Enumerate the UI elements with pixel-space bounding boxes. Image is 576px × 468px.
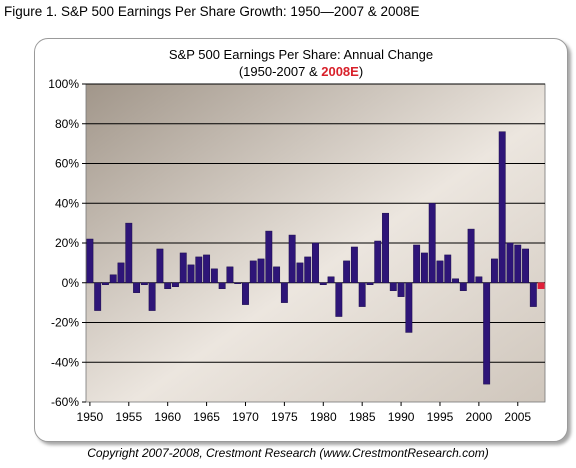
bar-1955 — [125, 222, 133, 283]
chart-title: S&P 500 Earnings Per Share: Annual Chang… — [169, 47, 433, 62]
x-tick-label: 1950 — [77, 410, 104, 424]
bar-2006 — [522, 248, 529, 283]
bar-1993 — [420, 252, 428, 283]
bar-1990 — [397, 282, 405, 297]
bar-1957 — [140, 282, 148, 285]
bar-1983 — [343, 260, 351, 283]
bar-1994 — [428, 203, 436, 283]
chart-subtitle: (1950-2007 & 2008E) — [239, 64, 363, 79]
bar-1963 — [187, 264, 195, 284]
y-tick-label: 100% — [48, 77, 79, 91]
bar-1989 — [389, 282, 397, 291]
bar-1950 — [86, 238, 94, 283]
figure-title: Figure 1. S&P 500 Earnings Per Share Gro… — [4, 4, 420, 19]
bar-2005 — [514, 244, 522, 284]
x-tick-label: 1985 — [349, 410, 376, 424]
x-tick-label: 1980 — [310, 410, 337, 424]
x-tick-label: 1990 — [388, 410, 415, 424]
bar-1982 — [335, 282, 343, 317]
bar-1970 — [242, 282, 249, 305]
bar-1966 — [210, 268, 218, 283]
bar-1998 — [459, 282, 467, 291]
bar-1951 — [94, 282, 102, 311]
subtitle-suffix: ) — [359, 64, 363, 79]
bar-1981 — [327, 276, 335, 284]
bar-2003 — [498, 131, 506, 283]
bar-1959 — [156, 248, 164, 283]
y-tick-label: -60% — [51, 395, 79, 409]
x-tick-label: 1965 — [193, 410, 220, 424]
bar-1986 — [366, 282, 374, 285]
bar-2007 — [529, 282, 537, 307]
bar-1954 — [117, 262, 125, 283]
bar-1969 — [234, 282, 242, 284]
bar-1980 — [319, 282, 327, 285]
x-tick-label: 1995 — [427, 410, 454, 424]
y-tick-label: 20% — [55, 236, 79, 250]
bar-1978 — [304, 256, 312, 284]
bar-1973 — [265, 230, 273, 283]
bar-2001 — [483, 282, 491, 385]
bar-2000 — [475, 276, 483, 284]
bar-1958 — [148, 282, 156, 311]
bar-estimate-2008 — [537, 282, 545, 289]
bar-1972 — [257, 258, 265, 283]
x-tick-label: 1970 — [232, 410, 259, 424]
bar-1956 — [133, 282, 141, 293]
x-tick-label: 2005 — [504, 410, 531, 424]
bar-1962 — [179, 252, 187, 283]
copyright-note: Copyright 2007-2008, Crestmont Research … — [87, 446, 489, 460]
x-tick-label: 1960 — [154, 410, 181, 424]
y-tick-label: 60% — [55, 157, 79, 171]
bar-1971 — [249, 260, 257, 283]
x-tick-label: 1955 — [115, 410, 142, 424]
bar-1953 — [109, 274, 117, 284]
bar-1961 — [172, 282, 179, 287]
bar-1991 — [405, 282, 413, 333]
y-tick-label: -40% — [51, 355, 79, 369]
bar-1984 — [350, 246, 358, 284]
bar-1987 — [374, 240, 382, 283]
bar-1967 — [218, 282, 226, 289]
chart-frame: -60% -40% -20% 0% 20% 40% 60% 80% 100% 1950 1955 1… — [34, 38, 568, 442]
bar-1979 — [312, 242, 319, 283]
y-tick-label: 80% — [55, 117, 79, 131]
bar-2004 — [506, 242, 514, 283]
bar-1968 — [226, 266, 234, 284]
bar-1960 — [164, 282, 172, 289]
bar-2002 — [490, 258, 498, 283]
bar-1974 — [273, 266, 281, 284]
bar-1965 — [203, 254, 211, 284]
y-tick-label: -20% — [51, 316, 79, 330]
subtitle-estimate: 2008E — [321, 64, 359, 79]
eps-growth-chart: -60% -40% -20% 0% 20% 40% 60% 80% 100% 1950 1955 1… — [48, 47, 546, 424]
bar-1996 — [444, 254, 452, 284]
bar-1988 — [382, 212, 389, 283]
x-tick-label: 2000 — [466, 410, 493, 424]
subtitle-prefix: (1950-2007 & — [239, 64, 321, 79]
bar-1995 — [436, 260, 444, 283]
bar-1999 — [467, 228, 475, 283]
y-tick-label: 0% — [62, 276, 80, 290]
bar-1985 — [358, 282, 366, 307]
bar-1964 — [195, 256, 203, 284]
bar-1975 — [280, 282, 288, 303]
bar-1977 — [296, 262, 304, 283]
bar-1976 — [288, 234, 296, 284]
x-tick-label: 1975 — [271, 410, 298, 424]
bar-1992 — [413, 244, 421, 284]
bar-1952 — [102, 282, 109, 285]
bar-1997 — [452, 278, 459, 283]
y-tick-label: 40% — [55, 196, 79, 210]
